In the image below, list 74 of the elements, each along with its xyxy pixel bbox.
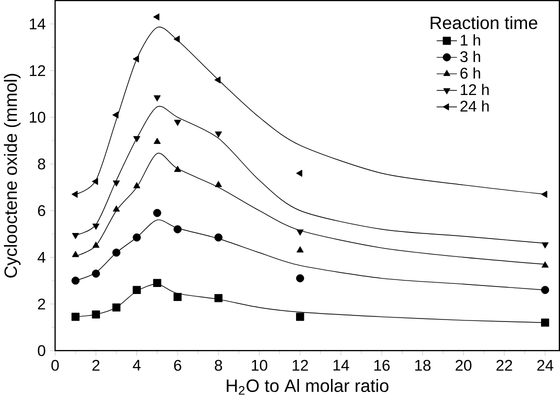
point: [174, 36, 180, 43]
point: [153, 279, 162, 288]
point: [214, 76, 221, 84]
point: [174, 225, 182, 234]
x-tick-label: 22: [496, 360, 512, 371]
point: [71, 190, 78, 198]
point: [132, 286, 141, 294]
y-axis-title: Cyclooctene oxide (mmol): [4, 74, 21, 278]
point: [153, 209, 162, 218]
point: [92, 270, 100, 278]
point: [71, 312, 80, 322]
legend-title: Reaction time: [430, 16, 538, 30]
x-tick-label: 2: [92, 360, 100, 371]
y-tick-label: 2: [38, 298, 46, 310]
point: [296, 230, 304, 236]
point: [72, 233, 80, 240]
point: [214, 234, 222, 242]
point: [174, 293, 182, 302]
legend-label: 1 h: [460, 34, 480, 46]
point: [112, 112, 118, 119]
point: [542, 262, 549, 268]
x-tick-label: 10: [252, 360, 268, 371]
x-tick-label: 18: [415, 360, 431, 371]
legend-label: 24 h: [460, 100, 489, 112]
point: [112, 206, 120, 212]
point: [296, 274, 304, 283]
point: [112, 248, 120, 257]
y-tick-label: 6: [38, 205, 46, 216]
point: [92, 178, 98, 186]
x-tick-label: 20: [456, 360, 472, 371]
point: [154, 138, 161, 144]
point: [132, 234, 141, 242]
point: [133, 182, 140, 188]
point: [132, 56, 139, 63]
point: [296, 312, 304, 322]
point: [296, 170, 302, 177]
point: [174, 166, 182, 172]
legend-label: 12 h: [460, 84, 489, 96]
x-tick-label: 8: [214, 360, 222, 371]
x-tick-label: 6: [174, 360, 182, 371]
y-tick-label: 4: [38, 252, 46, 263]
x-axis-title: H$_{2}$O to Al molar ratio: [226, 379, 388, 395]
x-tick-label: 16: [374, 360, 390, 371]
point: [542, 242, 549, 249]
x-tick-label: 0: [51, 360, 59, 371]
point: [541, 286, 550, 294]
x-tick-label: 12: [292, 360, 308, 371]
point: [92, 310, 100, 319]
point: [541, 190, 548, 198]
x-tick-label: 4: [132, 360, 141, 371]
x-tick-label: 14: [334, 360, 350, 371]
point: [112, 304, 120, 312]
x-tick-label: 24: [537, 360, 554, 371]
y-tick-label: 10: [30, 112, 46, 123]
y-tick-label: 0: [38, 345, 46, 356]
y-tick-label: 12: [30, 65, 46, 76]
point: [541, 318, 550, 327]
legend-label: 3 h: [460, 51, 480, 62]
point: [154, 95, 161, 102]
point: [214, 294, 222, 302]
point: [214, 181, 222, 188]
point: [153, 14, 160, 21]
point: [296, 246, 304, 253]
y-tick-label: 8: [38, 158, 46, 170]
point: [71, 276, 80, 285]
point: [174, 120, 182, 126]
point: [72, 251, 80, 258]
point: [214, 132, 222, 138]
y-tick-label: 14: [30, 18, 46, 30]
legend-label: 6 h: [460, 68, 480, 79]
point: [92, 242, 100, 248]
point: [112, 180, 120, 187]
point: [133, 136, 140, 142]
point: [92, 224, 100, 230]
